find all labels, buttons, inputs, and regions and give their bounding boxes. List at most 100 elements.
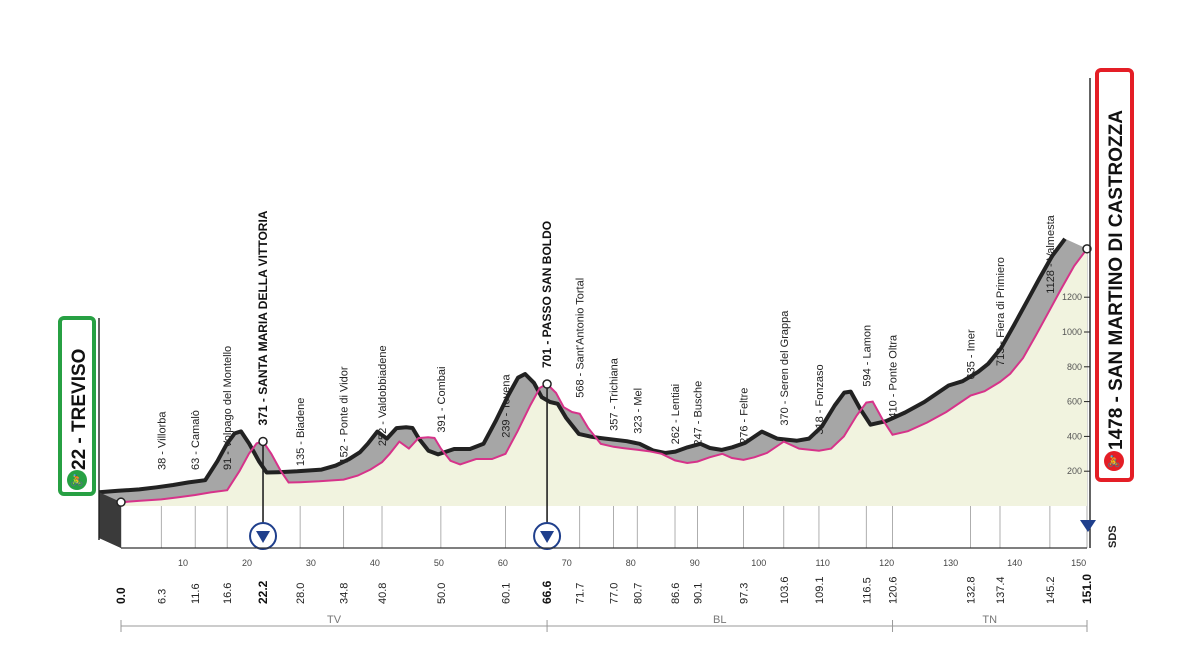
km-label: 145.2 [1045, 576, 1057, 604]
km-label: 71.7 [575, 583, 587, 604]
finish-cyclist-icon [1104, 451, 1124, 471]
place-label: 135 - Biadene [295, 398, 307, 467]
x-tick-label: 10 [178, 558, 188, 568]
altitude-tick-label: 1000 [1062, 327, 1082, 337]
place-label: 713 - Fiera di Primiero [995, 257, 1007, 366]
finish-point [1082, 244, 1092, 254]
place-label: 91 - Volpago del Montello [222, 346, 234, 470]
start-label-box [58, 316, 96, 496]
km-label: 86.6 [670, 583, 682, 604]
km-label: 80.7 [632, 583, 644, 604]
km-label: 34.8 [339, 583, 351, 604]
x-tick-label: 20 [242, 558, 252, 568]
km-labels-layer: 0.0 6.3 11.6 16.6 22.2 28.0 34.8 40.8 50.0 60.1 66… [114, 574, 1094, 604]
gpm-point [542, 379, 552, 389]
start-label: 22 - TREVISO [69, 349, 90, 470]
gpm-chevron-icon [540, 531, 555, 543]
place-label: 152 - Ponte di Vidor [339, 366, 351, 463]
gpm-point [258, 436, 268, 447]
altitude-tick-label: 800 [1067, 362, 1082, 372]
place-label: 701 - PASSO SAN BOLDO [540, 221, 554, 368]
finish-label: 1478 - SAN MARTINO DI CASTROZZA [1106, 110, 1127, 450]
finish-cyclist-glyph: 🚴 [1107, 455, 1121, 468]
sprint-badge-label: SDS [1107, 525, 1119, 548]
x-tick-label: 130 [943, 558, 958, 568]
place-label: 370 - Seren del Grappa [779, 310, 791, 426]
axis-layer: 200 400 600 800 1000 1200 10 20 30 40 50 60 70 80 90 10… [98, 78, 1091, 568]
x-tick-label: 70 [562, 558, 572, 568]
place-label: 318 - Fonzaso [814, 364, 826, 434]
place-label: 323 - Mel [632, 388, 644, 434]
place-label: 63 - Camalò [190, 410, 202, 470]
km-label: 77.0 [609, 583, 621, 604]
region-label: BL [713, 614, 726, 626]
km-label: 60.1 [500, 583, 512, 604]
km-label: 97.3 [738, 583, 750, 604]
place-label: 391 - Combai [436, 367, 448, 433]
altitude-tick-label: 600 [1067, 397, 1082, 407]
km-label: 120.6 [888, 576, 900, 604]
x-tick-label: 40 [370, 558, 380, 568]
place-label: 357 - Trichiana [609, 357, 621, 431]
place-label: 635 - Imer [966, 329, 978, 379]
route-line [120, 248, 1088, 504]
place-labels-layer: 38 - Villorba 63 - Camalò 91 - Volpago del… [156, 210, 1057, 550]
x-tick-label: 60 [498, 558, 508, 568]
profile-area [121, 248, 1087, 507]
place-label: 568 - Sant'Antonio Tortal [575, 278, 587, 398]
km-label: 11.6 [190, 583, 202, 604]
km-label: 151.0 [1080, 574, 1094, 604]
terrain-back-edge [98, 237, 1067, 495]
km-label: 50.0 [436, 583, 448, 604]
terrain-ribbon [99, 238, 1087, 503]
x-tick-label: 50 [434, 558, 444, 568]
km-label: 90.1 [692, 583, 704, 604]
altitude-tick-label: 1200 [1062, 292, 1082, 302]
place-label: 276 - Feltre [738, 388, 750, 444]
regions-layer: TV BL TN [120, 614, 1088, 632]
start-finish-layer: 22 - TREVISO 🚴 1478 - SAN MARTINO DI CAS… [58, 68, 1134, 548]
place-label: 38 - Villorba [156, 411, 168, 470]
altitude-tick-label: 200 [1067, 466, 1082, 476]
altitude-tick-label: 400 [1067, 431, 1082, 441]
km-label: 137.4 [995, 576, 1007, 604]
km-label: 28.0 [295, 583, 307, 604]
finish-label-box [1095, 68, 1134, 482]
x-tick-label: 120 [879, 558, 894, 568]
place-label: 410 - Ponte Oltra [888, 334, 900, 419]
x-tick-label: 30 [306, 558, 316, 568]
place-label: 371 - SANTA MARIA DELLA VITTORIA [256, 210, 270, 425]
finish-label-group: 1478 - SAN MARTINO DI CASTROZZA 🚴 [1095, 68, 1134, 482]
start-label-group: 22 - TREVISO 🚴 [58, 316, 96, 496]
region-label: TV [327, 614, 342, 626]
x-tick-label: 110 [816, 558, 830, 568]
place-label: 262 - Lentiai [670, 384, 682, 445]
place-label: 247 - Busche [692, 381, 704, 446]
km-label: 132.8 [966, 576, 978, 604]
place-label: 252 - Valdobbiadene [377, 345, 389, 446]
terrain-layer [98, 237, 1092, 548]
gpm-chevron-icon [256, 531, 271, 543]
km-label: 6.3 [156, 589, 168, 604]
place-label: 1128 - Valmesta [1045, 214, 1057, 293]
x-tick-label: 90 [690, 558, 700, 568]
x-tick-label: 140 [1007, 558, 1022, 568]
place-label: 594 - Lamon [861, 325, 873, 387]
km-label: 103.6 [779, 576, 791, 604]
start-cyclist-glyph: 🚴 [70, 474, 84, 487]
km-label: 40.8 [377, 583, 389, 604]
start-point [116, 497, 126, 507]
km-label: 109.1 [814, 576, 826, 604]
region-label: TN [982, 614, 997, 626]
sprint-badge-chevron-icon [1080, 520, 1096, 532]
place-label: 239 - Tovena [500, 374, 512, 438]
x-tick-label: 150 [1071, 558, 1086, 568]
x-tick-label: 100 [751, 558, 766, 568]
km-label: 0.0 [114, 587, 128, 604]
km-label: 66.6 [540, 580, 554, 604]
x-tick-label: 80 [626, 558, 636, 568]
km-label: 16.6 [222, 583, 234, 604]
sprint-badge-group: SDS [1080, 520, 1119, 548]
km-label: 22.2 [256, 580, 270, 604]
